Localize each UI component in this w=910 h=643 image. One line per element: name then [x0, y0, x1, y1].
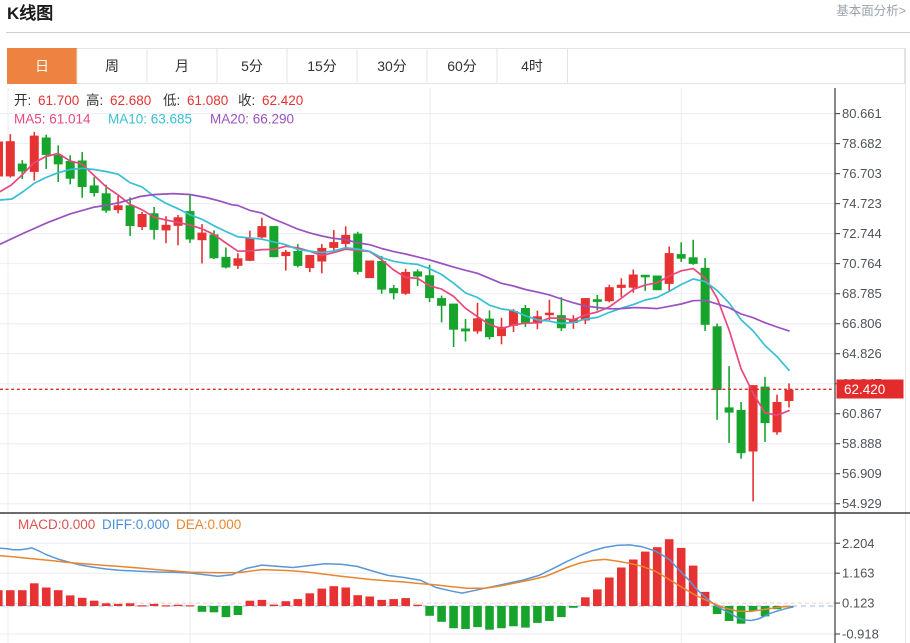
- svg-text:5分: 5分: [241, 58, 263, 74]
- svg-text:78.682: 78.682: [842, 136, 882, 151]
- svg-text:周: 周: [105, 58, 119, 74]
- svg-text:2.204: 2.204: [842, 536, 875, 551]
- svg-text:80.661: 80.661: [842, 106, 882, 121]
- svg-text:54.929: 54.929: [842, 496, 882, 511]
- svg-text:68.785: 68.785: [842, 286, 882, 301]
- svg-text:高:: 高:: [86, 92, 103, 108]
- svg-text:DIFF:0.000: DIFF:0.000: [102, 517, 170, 532]
- svg-text:62.420: 62.420: [262, 93, 303, 108]
- svg-text:低:: 低:: [163, 93, 180, 108]
- svg-text:收:: 收:: [238, 93, 255, 108]
- svg-text:74.723: 74.723: [842, 196, 882, 211]
- svg-text:MACD:0.000: MACD:0.000: [18, 517, 95, 532]
- svg-text:1.163: 1.163: [842, 566, 875, 581]
- svg-text:日: 日: [35, 58, 49, 74]
- svg-text:58.888: 58.888: [842, 436, 882, 451]
- svg-text:72.744: 72.744: [842, 226, 882, 241]
- svg-text:月: 月: [175, 58, 189, 74]
- svg-text:15分: 15分: [307, 58, 337, 74]
- svg-text:76.703: 76.703: [842, 166, 882, 181]
- svg-text:DEA:0.000: DEA:0.000: [176, 517, 241, 532]
- svg-text:60分: 60分: [447, 58, 477, 74]
- svg-text:62.680: 62.680: [110, 93, 151, 108]
- svg-text:MA10: 63.685: MA10: 63.685: [108, 112, 192, 127]
- svg-text:开:: 开:: [14, 93, 31, 108]
- svg-text:70.764: 70.764: [842, 256, 882, 271]
- svg-text:K线图: K线图: [7, 3, 53, 23]
- svg-text:4时: 4时: [521, 58, 543, 74]
- svg-text:MA5: 61.014: MA5: 61.014: [14, 112, 91, 127]
- svg-text:60.867: 60.867: [842, 406, 882, 421]
- svg-text:0.123: 0.123: [842, 596, 875, 611]
- svg-text:56.909: 56.909: [842, 466, 882, 481]
- svg-text:-0.918: -0.918: [842, 627, 879, 642]
- svg-text:61.080: 61.080: [187, 93, 228, 108]
- svg-text:基本面分析>: 基本面分析>: [836, 4, 906, 18]
- svg-text:MA20: 66.290: MA20: 66.290: [210, 112, 294, 127]
- svg-text:30分: 30分: [377, 58, 407, 74]
- svg-text:62.420: 62.420: [844, 382, 885, 397]
- svg-text:66.806: 66.806: [842, 316, 882, 331]
- svg-text:61.700: 61.700: [38, 93, 79, 108]
- svg-text:64.826: 64.826: [842, 346, 882, 361]
